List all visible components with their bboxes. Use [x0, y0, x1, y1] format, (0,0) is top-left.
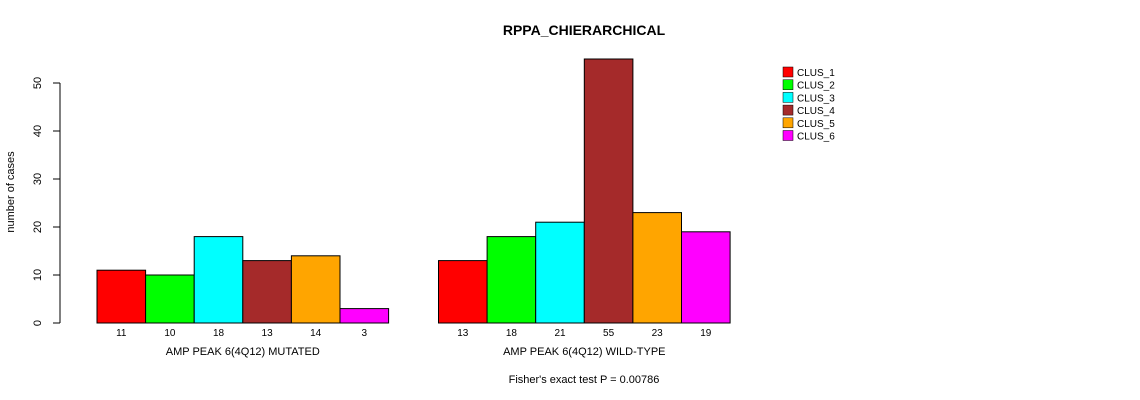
count-label: 13	[262, 328, 274, 339]
y-tick-label: 30	[32, 173, 44, 185]
count-label: 14	[310, 328, 322, 339]
legend-label: CLUS_5	[797, 119, 835, 130]
bar-clus-5-group-2	[632, 212, 683, 324]
group-label: AMP PEAK 6(4Q12) MUTATED	[166, 346, 320, 358]
count-labels: 11 10 18 13 14 3 13 18 21 55 23 19	[116, 328, 712, 339]
legend-swatch	[782, 117, 794, 129]
y-tick-label: 40	[32, 125, 44, 137]
legend-swatch	[782, 79, 794, 90]
legend-label: CLUS_1	[797, 68, 835, 79]
group-label: AMP PEAK 6(4Q12) WILD-TYPE	[503, 346, 665, 358]
legend-swatch	[782, 104, 794, 116]
footnote: Fisher's exact test P = 0.00786	[509, 374, 660, 386]
bar-clus-6-group-2	[681, 231, 731, 324]
bar-clus-2-group-1	[145, 274, 195, 324]
count-label: 19	[700, 328, 712, 339]
bar-clus-5-group-1	[290, 255, 341, 324]
chart-title: RPPA_CHIERARCHICAL	[503, 22, 666, 38]
y-tick-label: 50	[32, 77, 44, 89]
y-tick-label: 10	[32, 269, 44, 281]
count-label: 21	[554, 328, 566, 339]
bar-clus-1-group-1	[96, 269, 147, 324]
group-labels: AMP PEAK 6(4Q12) MUTATED AMP PEAK 6(4Q12)…	[166, 346, 666, 358]
legend-label: CLUS_4	[797, 106, 835, 117]
legend-swatch	[782, 130, 794, 141]
bar-clus-6-group-1	[339, 308, 390, 324]
y-tick-label: 20	[32, 221, 44, 233]
bar-clus-2-group-2	[486, 236, 537, 324]
legend-swatch	[782, 66, 794, 78]
count-label: 11	[116, 328, 127, 339]
y-axis: 0 10 20 30 40 50	[32, 77, 61, 326]
bar-clus-1-group-2	[438, 260, 488, 324]
count-label: 3	[362, 328, 368, 339]
bars	[96, 58, 731, 324]
count-label: 55	[603, 328, 615, 339]
legend-label: CLUS_6	[797, 132, 835, 143]
count-label: 18	[213, 328, 225, 339]
y-tick-label: 0	[32, 320, 44, 326]
count-label: 23	[652, 328, 664, 339]
bar-clus-3-group-2	[535, 221, 585, 324]
legend-swatch	[782, 92, 794, 103]
bar-clus-4-group-2	[583, 58, 634, 324]
bar-clus-3-group-1	[193, 236, 244, 324]
legend-label: CLUS_2	[797, 81, 835, 92]
legend-label: CLUS_3	[797, 93, 835, 104]
count-label: 10	[164, 328, 176, 339]
count-label: 18	[506, 328, 518, 339]
bar-clus-4-group-1	[242, 260, 292, 324]
y-axis-label: number of cases	[5, 151, 17, 233]
count-label: 13	[457, 328, 469, 339]
